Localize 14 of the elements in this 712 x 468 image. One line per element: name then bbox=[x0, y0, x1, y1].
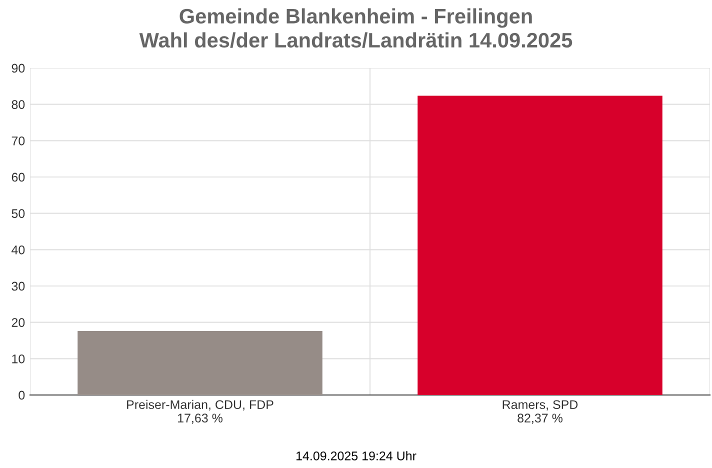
text: 14.09.2025 19:24 Uhr bbox=[296, 451, 416, 460]
y-tick-label: 60 bbox=[12, 172, 25, 182]
y-tick-label: 40 bbox=[12, 245, 25, 254]
y-tick-label: 20 bbox=[12, 318, 25, 327]
y-tick-label: 70 bbox=[12, 136, 25, 146]
x-tick-label: Preiser-Marian, CDU, FDP 17,63 % bbox=[127, 400, 274, 424]
chart-title: Gemeinde Blankenheim - Freilingen Wahl des/der Landrats/Landrätin 14.09.2025 bbox=[139, 8, 572, 48]
y-tick-label: 50 bbox=[12, 209, 25, 218]
y-tick-label: 10 bbox=[12, 354, 25, 364]
y-tick-label: 90 bbox=[12, 64, 25, 73]
y-tick-label: 80 bbox=[12, 100, 25, 109]
x-tick-label: Ramers, SPD 82,37 % bbox=[502, 400, 578, 424]
y-tick-label: 30 bbox=[12, 282, 25, 291]
y-tick-label: 0 bbox=[18, 390, 25, 400]
